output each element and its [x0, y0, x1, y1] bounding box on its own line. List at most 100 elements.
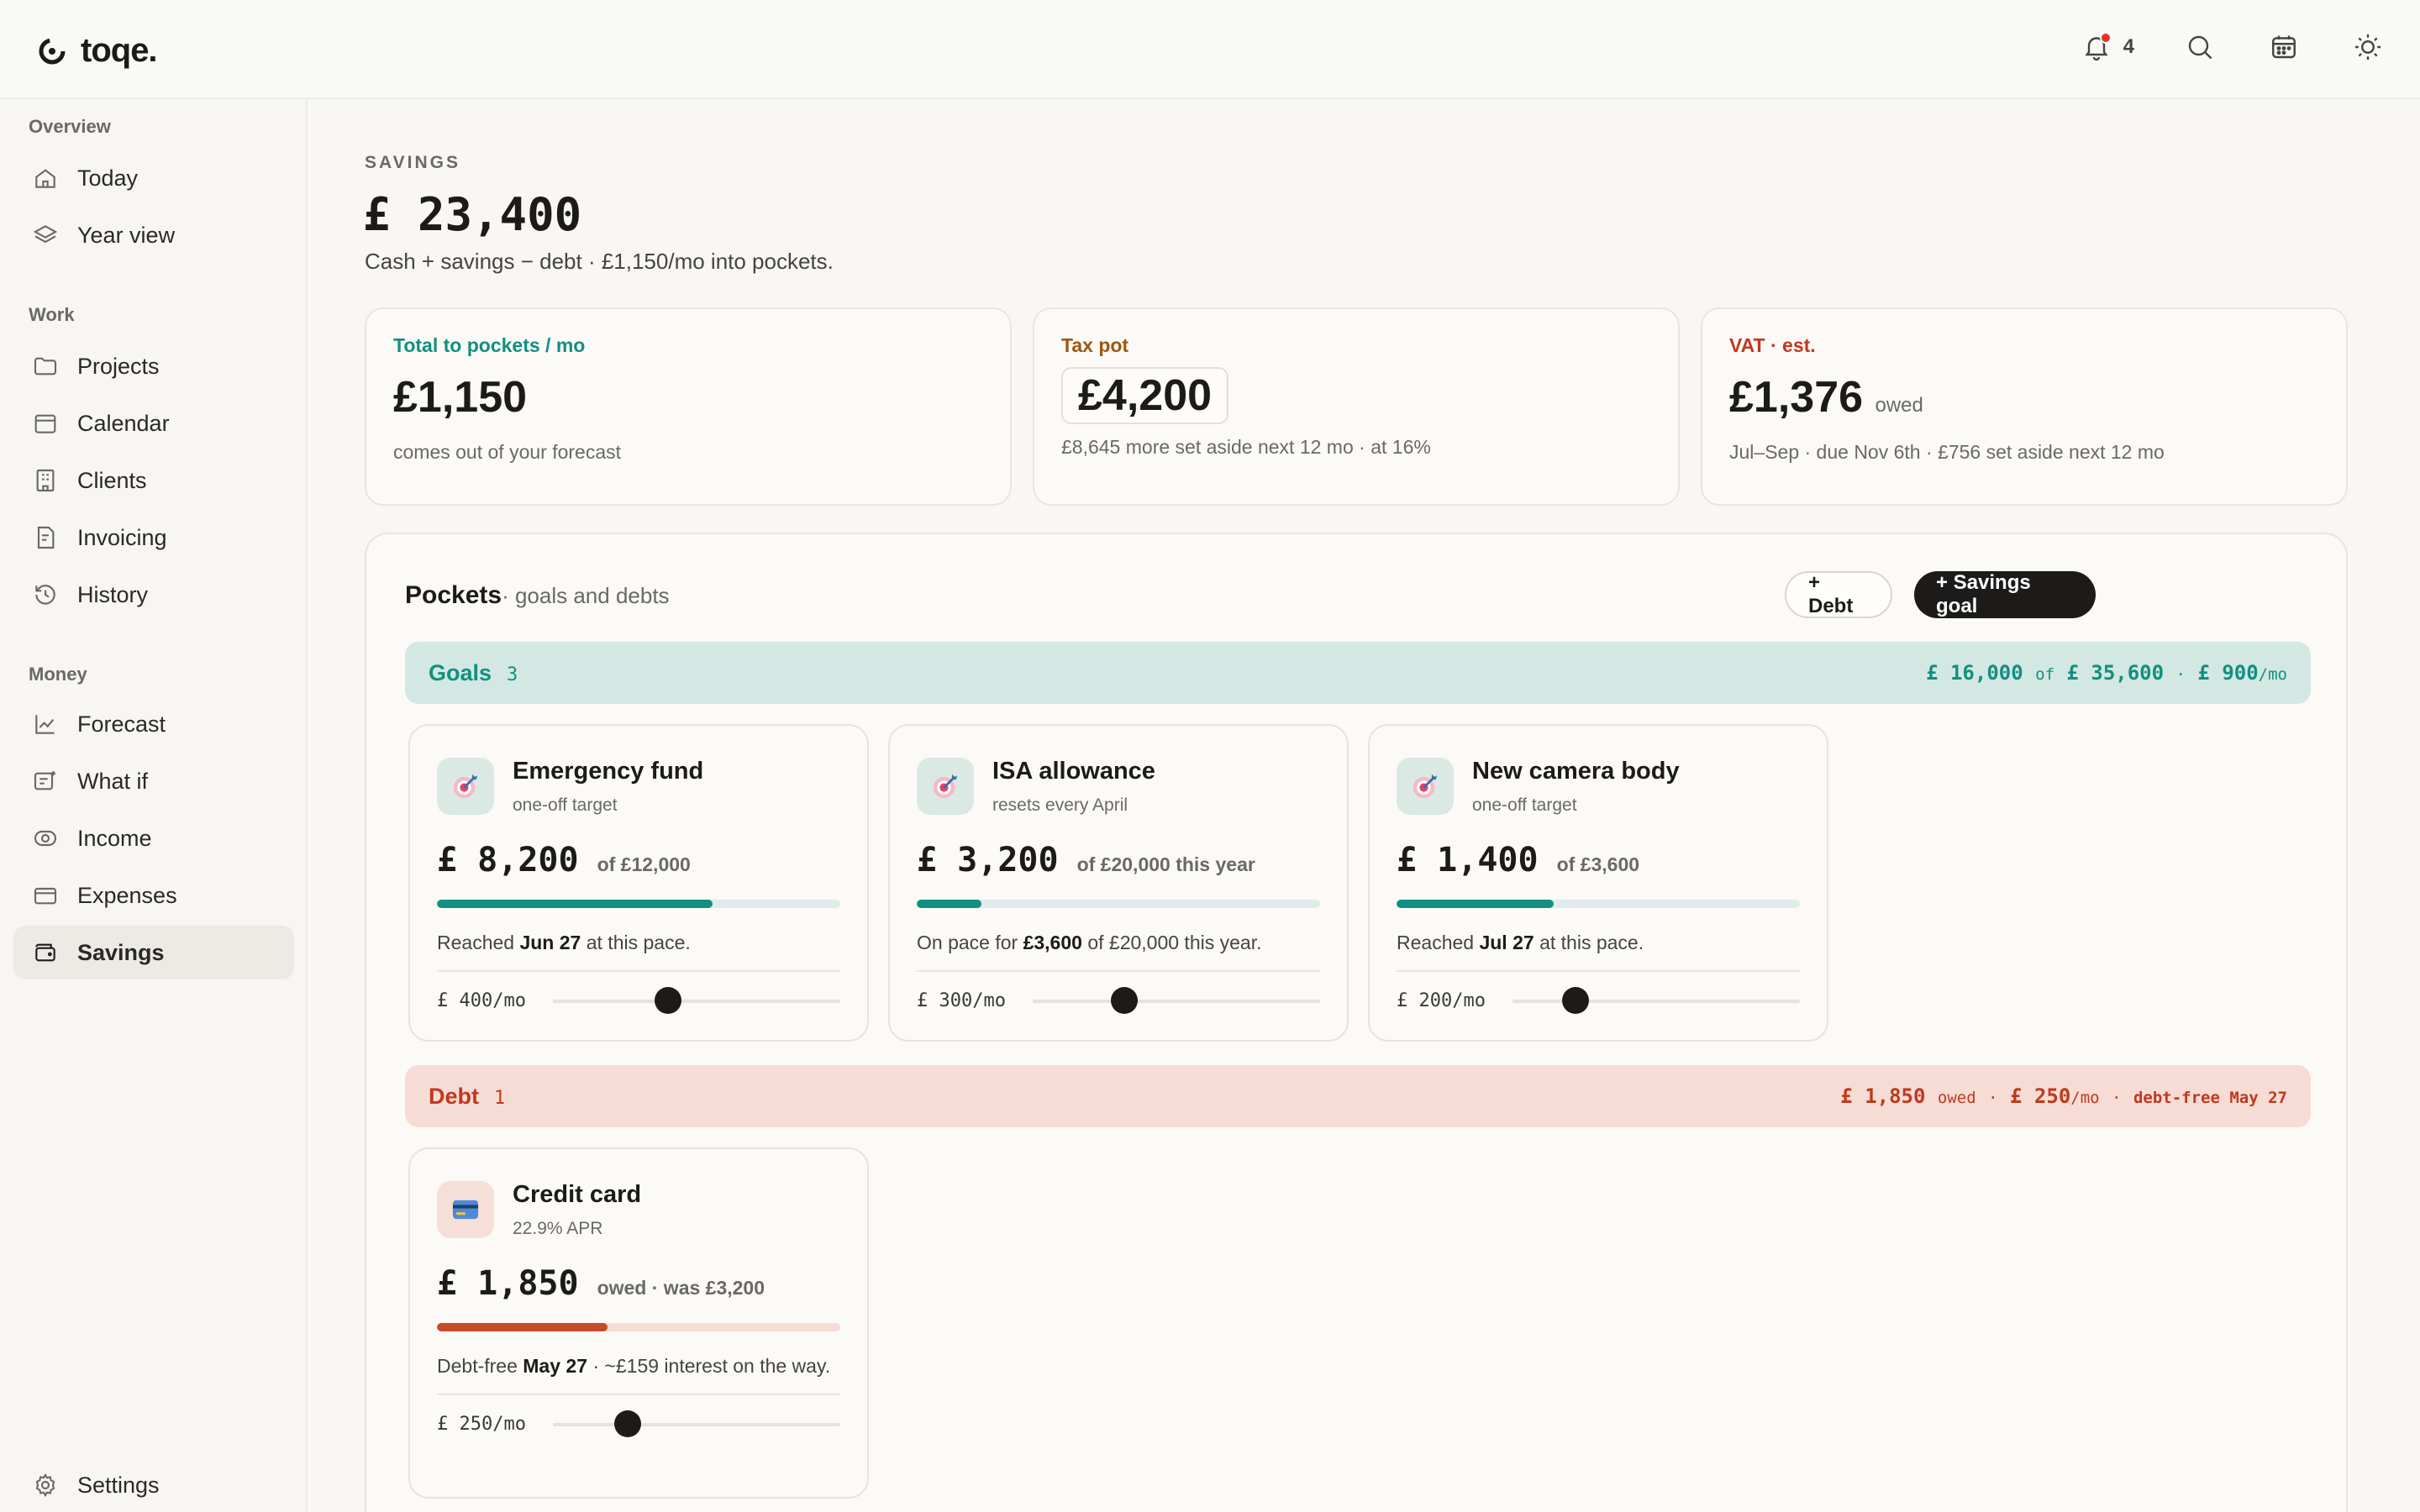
pockets-title: Pockets [405, 581, 502, 609]
rate-slider[interactable] [553, 986, 840, 1014]
stat-description: comes out of your forecast [393, 441, 622, 463]
debt-note: Debt-free May 27 · ~£159 interest on the… [437, 1350, 840, 1382]
sidebar-item-label: Year view [77, 222, 176, 248]
card-icon [34, 887, 57, 905]
notifications-button[interactable]: 4 [2078, 29, 2134, 66]
sidebar-item-income[interactable]: Income [13, 811, 294, 865]
sidebar-item-expenses[interactable]: Expenses [13, 869, 294, 922]
slider-thumb[interactable] [654, 986, 681, 1014]
target-icon [917, 758, 974, 815]
add-savings-goal-button[interactable]: + Savings goal [1914, 571, 2096, 618]
slider-thumb[interactable] [1562, 986, 1590, 1014]
goal-card[interactable]: Emergency fund one-off target £ 8,200 of… [408, 724, 869, 1042]
sidebar-item-label: Today [77, 165, 139, 191]
goal-progress-bar [1397, 900, 1800, 908]
wallet-icon [35, 943, 55, 962]
goals-saved: £ 16,000 [1926, 661, 2023, 685]
search-icon[interactable] [2181, 29, 2218, 66]
note-highlight: Jul 27 [1479, 932, 1534, 953]
goal-progress-bar [437, 900, 840, 908]
sidebar-item-settings[interactable]: Settings [13, 1458, 294, 1512]
goal-target: of £12,000 [597, 853, 691, 875]
sidebar-item-invoicing[interactable]: Invoicing [13, 511, 294, 564]
debt-progress-bar [437, 1323, 840, 1331]
slider-thumb[interactable] [613, 1410, 641, 1437]
goal-name: New camera body [1472, 758, 1680, 785]
stat-suffix: owed [1875, 394, 1923, 417]
sun-icon[interactable] [2349, 29, 2386, 66]
sidebar-item-label: Income [77, 825, 152, 851]
sidebar-item-today[interactable]: Today [13, 151, 294, 205]
divider [1397, 970, 1800, 972]
gear-icon [35, 1473, 55, 1498]
stat-card-vat: VAT · est. £1,376 owed Jul–Sep · due Nov… [1701, 307, 2348, 506]
calendar-icon[interactable] [2265, 29, 2302, 66]
goals-monthly: £ 900 [2197, 661, 2259, 685]
main-content: SAVINGS £ 23,400 Cash + savings − debt ·… [309, 101, 2420, 1512]
goals-separator: · [2175, 665, 2186, 684]
goals-per: /mo [2258, 665, 2287, 684]
goal-card[interactable]: New camera body one-off target £ 1,400 o… [1368, 724, 1828, 1042]
sidebar-item-label: What if [77, 768, 149, 794]
notification-dot [2099, 32, 2112, 44]
goal-type: one-off target [1472, 795, 1577, 815]
rate-slider[interactable] [553, 1410, 840, 1437]
goal-note: Reached Jul 27 at this pace. [1397, 927, 1800, 958]
progress-fill [437, 900, 713, 908]
sidebar-item-forecast[interactable]: Forecast [13, 697, 294, 751]
goal-amount: £ 3,200 [917, 841, 1059, 879]
stat-description: £8,645 more set aside next 12 mo · at 16… [1061, 436, 1431, 458]
page-subline: Cash + savings − debt · £1,150/mo into p… [365, 249, 834, 274]
sidebar-item-label: Projects [77, 353, 160, 379]
stat-value: £1,150 [393, 373, 528, 422]
sidebar-item-year-view[interactable]: Year view [13, 208, 294, 262]
debt-type: 22.9% APR [513, 1219, 603, 1238]
debt-separator: · [2112, 1089, 2122, 1107]
sidebar-item-savings[interactable]: Savings [13, 926, 294, 979]
history-icon [35, 585, 55, 605]
debt-owed-label: owed [1937, 1089, 1976, 1107]
progress-fill [917, 900, 981, 908]
debt-separator: · [1988, 1089, 1998, 1107]
layers-icon [33, 225, 58, 244]
sidebar-item-clients[interactable]: Clients [13, 454, 294, 507]
note-text: at this pace. [1534, 932, 1644, 953]
progress-fill [437, 1323, 608, 1331]
note-text: Reached [437, 932, 520, 953]
debt-monthly: £ 250 [2010, 1084, 2071, 1108]
monthly-rate: £ 250/mo [437, 1414, 526, 1435]
note-highlight: May 27 [523, 1355, 587, 1377]
divider [917, 970, 1320, 972]
sidebar: Overview Today Year view Work Projects C… [0, 99, 308, 1512]
rate-slider[interactable] [1033, 986, 1320, 1014]
slider-thumb[interactable] [1111, 986, 1139, 1014]
brand[interactable]: toqe. [37, 32, 158, 70]
sidebar-item-projects[interactable]: Projects [13, 339, 294, 393]
goal-amount: £ 8,200 [437, 841, 579, 879]
debt-band[interactable]: Debt 1 £ 1,850 owed · £ 250/mo · debt-fr… [405, 1065, 2311, 1127]
stat-label: Tax pot [1061, 334, 1129, 356]
debt-owed: £ 1,850 [1840, 1084, 1926, 1108]
sidebar-item-history[interactable]: History [13, 568, 294, 622]
sidebar-item-what-if[interactable]: What if [13, 754, 294, 808]
nav-section-overview: Overview [29, 116, 111, 137]
calendar-icon [34, 414, 56, 433]
add-debt-button[interactable]: + Debt [1785, 571, 1892, 618]
sidebar-item-label: Clients [77, 467, 147, 493]
goal-note: On pace for £3,600 of £20,000 this year. [917, 927, 1320, 958]
divider [437, 1394, 840, 1395]
stat-label: Total to pockets / mo [393, 334, 586, 356]
tax-pot-value[interactable]: £4,200 [1061, 367, 1229, 424]
pockets-panel: Pockets· goals and debts + Debt + Saving… [365, 533, 2348, 1512]
sidebar-item-calendar[interactable]: Calendar [13, 396, 294, 450]
goal-name: ISA allowance [992, 758, 1155, 785]
debt-per: /mo [2070, 1089, 2100, 1107]
goal-target: of £3,600 [1556, 853, 1640, 875]
goals-band[interactable]: Goals 3 £ 16,000 of £ 35,600 · £ 900/mo [405, 642, 2311, 704]
debt-card[interactable]: Credit card 22.9% APR £ 1,850 owed · was… [408, 1147, 869, 1499]
progress-fill [1397, 900, 1554, 908]
page-eyebrow: SAVINGS [365, 153, 460, 172]
sliders-icon [34, 771, 55, 790]
goal-card[interactable]: ISA allowance resets every April £ 3,200… [888, 724, 1349, 1042]
rate-slider[interactable] [1512, 986, 1800, 1014]
